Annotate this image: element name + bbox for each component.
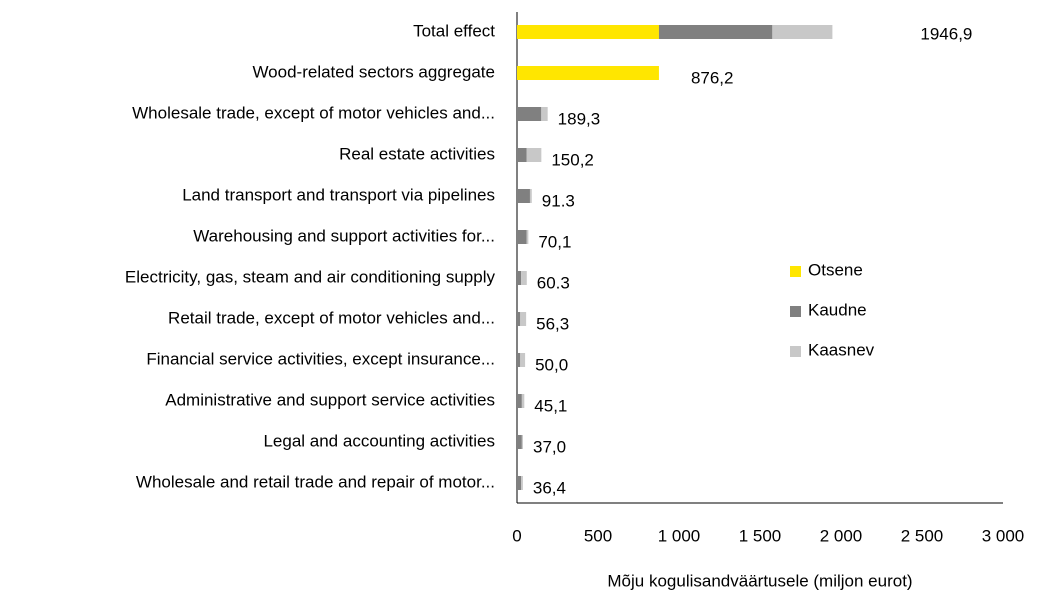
- x-tick-label: 3 000: [982, 526, 1025, 545]
- bar-segment: [517, 271, 522, 285]
- bar-segment: [517, 25, 659, 39]
- legend-swatch: [790, 266, 801, 277]
- bar-segment: [521, 476, 523, 490]
- legend-swatch: [790, 346, 801, 357]
- bar-segment: [520, 312, 527, 326]
- y-tick-label: Land transport and transport via pipelin…: [182, 185, 495, 204]
- bar-segment: [658, 25, 773, 39]
- bar-segment: [517, 66, 659, 80]
- bar-segment: [772, 25, 833, 39]
- total-label: 1946,9: [920, 24, 972, 43]
- total-label: 36,4: [533, 478, 566, 497]
- total-label: 189,3: [558, 109, 601, 128]
- x-axis-title: Mõju kogulisandväärtusele (miljon eurot): [607, 571, 912, 590]
- y-tick-label: Warehousing and support activities for..…: [193, 226, 495, 245]
- x-tick-label: 0: [512, 526, 521, 545]
- y-tick-label: Wholesale and retail trade and repair of…: [136, 472, 495, 491]
- bar-segment: [520, 353, 526, 367]
- y-tick-label: Administrative and support service activ…: [165, 390, 495, 409]
- total-label: 60.3: [537, 273, 570, 292]
- x-tick-label: 1 000: [658, 526, 701, 545]
- x-tick-label: 2 500: [901, 526, 944, 545]
- total-label: 70,1: [538, 232, 571, 251]
- y-tick-label: Legal and accounting activities: [263, 431, 495, 450]
- bar-segment: [526, 230, 529, 244]
- bar-segment: [517, 148, 527, 162]
- bar-segment: [517, 476, 522, 490]
- x-tick-label: 2 000: [820, 526, 863, 545]
- y-tick-label: Total effect: [413, 21, 495, 40]
- bar-segment: [517, 230, 527, 244]
- y-tick-label: Financial service activities, except ins…: [146, 349, 495, 368]
- bar-segment: [529, 189, 532, 203]
- bar-segment: [526, 148, 542, 162]
- x-tick-label: 500: [584, 526, 612, 545]
- bar-segment: [517, 312, 521, 326]
- total-label: 50,0: [535, 355, 568, 374]
- total-label: 56,3: [536, 314, 569, 333]
- x-tick-label: 1 500: [739, 526, 782, 545]
- legend-swatch: [790, 306, 801, 317]
- total-label: 37,0: [533, 437, 566, 456]
- bar-segment: [517, 189, 530, 203]
- bar-segment: [517, 353, 521, 367]
- total-label: 45,1: [534, 396, 567, 415]
- legend-label: Kaudne: [808, 300, 867, 319]
- bar-segment: [521, 394, 525, 408]
- y-tick-label: Wholesale trade, except of motor vehicle…: [132, 103, 495, 122]
- total-label: 91.3: [542, 191, 575, 210]
- y-tick-label: Real estate activities: [339, 144, 495, 163]
- y-tick-label: Wood-related sectors aggregate: [252, 62, 495, 81]
- total-label: 876,2: [691, 68, 734, 87]
- bar-segment: [517, 435, 522, 449]
- bar-segment: [521, 435, 523, 449]
- total-label: 150,2: [551, 150, 594, 169]
- bar-segment: [521, 271, 527, 285]
- bar-segment: [517, 394, 522, 408]
- legend-label: Kaasnev: [808, 340, 875, 359]
- legend-label: Otsene: [808, 260, 863, 279]
- bar-segment: [517, 107, 542, 121]
- y-tick-label: Retail trade, except of motor vehicles a…: [168, 308, 495, 327]
- bar-segment: [541, 107, 548, 121]
- y-tick-label: Electricity, gas, steam and air conditio…: [125, 267, 496, 286]
